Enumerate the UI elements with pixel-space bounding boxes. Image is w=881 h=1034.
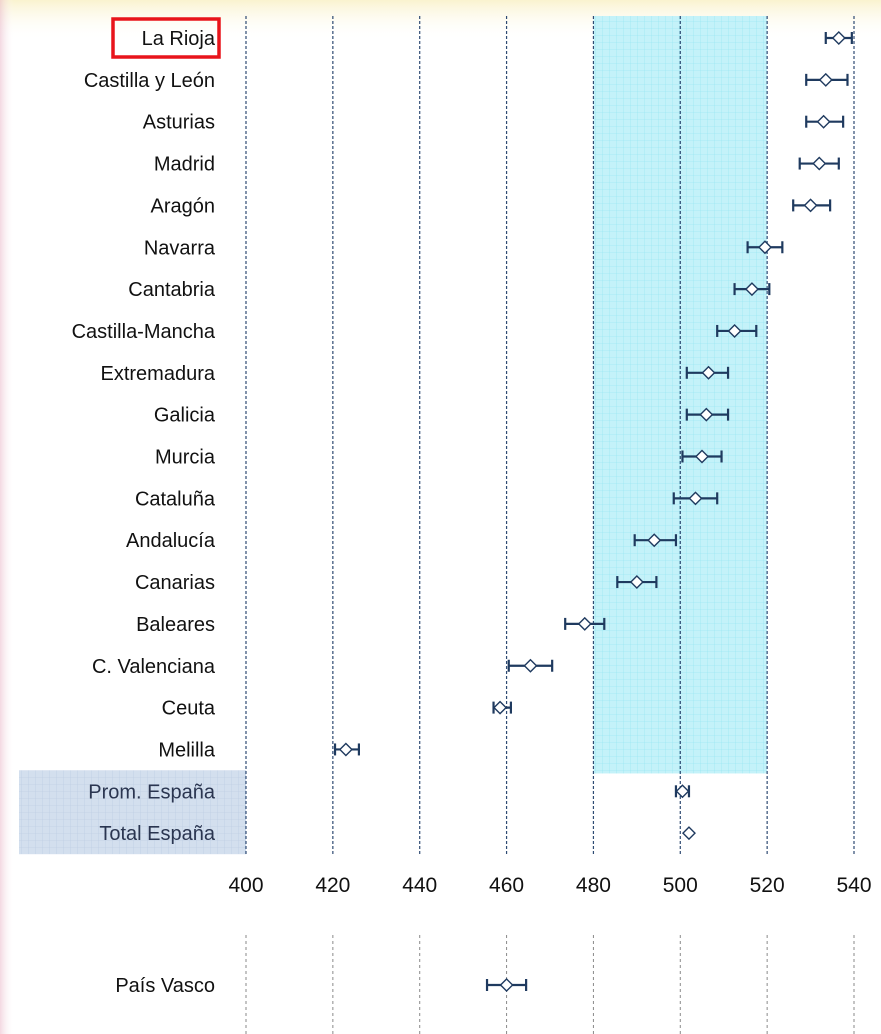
region-extremadura-label: Extremadura	[101, 363, 216, 385]
region-navarra-point	[757, 240, 772, 255]
summary-prom-espana-point	[675, 784, 690, 799]
region-baleares-point	[577, 616, 592, 631]
separate-pais-vasco-point	[499, 978, 514, 992]
region-c-valenciana-point	[523, 658, 538, 673]
region-canarias-point	[629, 575, 644, 590]
summary-background	[19, 770, 246, 855]
highlight-box	[111, 17, 221, 59]
x-tick-label-540: 540	[836, 874, 871, 897]
region-c-valenciana-label: C. Valenciana	[92, 656, 216, 678]
region-aragon-label: Aragón	[151, 195, 216, 217]
region-melilla-point	[338, 742, 353, 757]
region-cantabria-point	[744, 282, 759, 297]
region-cantabria-label: Cantabria	[128, 279, 216, 301]
region-asturias-point	[816, 114, 831, 129]
x-tick-label-440: 440	[402, 874, 437, 897]
region-galicia-point	[699, 407, 714, 422]
region-murcia-label: Murcia	[155, 447, 216, 469]
x-tick-label-520: 520	[750, 874, 785, 897]
region-andalucia-label: Andalucía	[126, 530, 216, 552]
region-andalucia-point	[647, 533, 662, 548]
region-galicia-label: Galicia	[154, 405, 216, 427]
region-aragon-point	[803, 198, 818, 213]
region-baleares-label: Baleares	[136, 614, 215, 636]
region-madrid-point	[812, 156, 827, 171]
region-castilla-y-leon-point	[818, 72, 833, 87]
x-tick-label-480: 480	[576, 874, 611, 897]
region-madrid-label: Madrid	[154, 154, 215, 176]
region-murcia-point	[695, 449, 709, 464]
region-ceuta-label: Ceuta	[162, 698, 216, 720]
region-extremadura-point	[701, 365, 716, 380]
region-canarias-label: Canarias	[135, 572, 215, 594]
x-tick-label-420: 420	[315, 874, 350, 897]
background-left-glow	[0, 0, 14, 1034]
summary-total-espana-label: Total España	[99, 823, 216, 845]
region-cataluna-label: Cataluña	[135, 488, 216, 510]
region-asturias-label: Asturias	[143, 112, 215, 134]
summary-total-espana-point	[681, 826, 696, 841]
region-la-rioja-label: La Rioja	[142, 28, 216, 50]
region-castilla-mancha-point	[727, 323, 742, 338]
region-ceuta-point	[493, 700, 508, 715]
x-tick-label-500: 500	[663, 874, 698, 897]
separate-pais-vasco-label: País Vasco	[115, 975, 215, 997]
region-castilla-mancha-label: Castilla-Mancha	[72, 321, 216, 343]
region-melilla-label: Melilla	[158, 739, 216, 761]
region-navarra-label: Navarra	[144, 237, 216, 259]
region-cataluna-point	[688, 491, 703, 506]
summary-prom-espana-label: Prom. España	[88, 781, 216, 803]
x-tick-label-400: 400	[228, 874, 263, 897]
reference-band	[593, 16, 768, 774]
x-tick-label-460: 460	[489, 874, 524, 897]
region-castilla-y-leon-label: Castilla y León	[84, 70, 215, 92]
region-la-rioja-point	[831, 31, 846, 45]
